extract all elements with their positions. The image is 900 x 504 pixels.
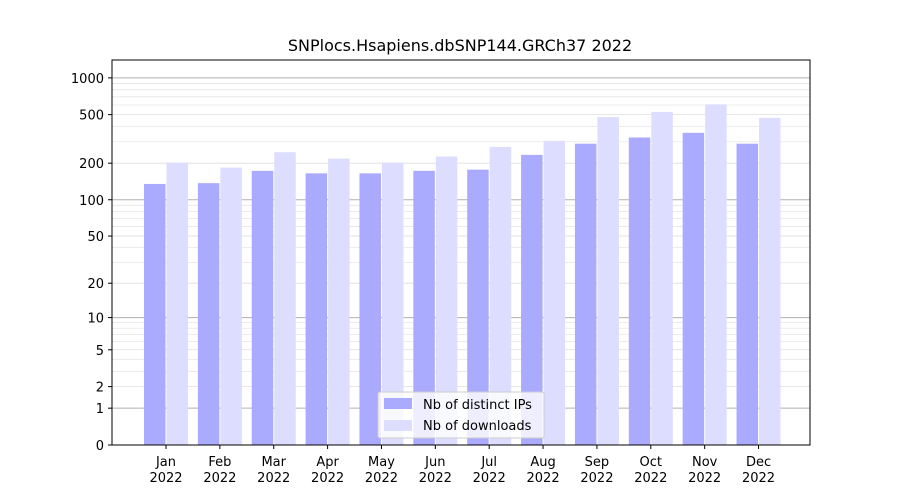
y-tick-label: 200 [79,157,104,172]
x-axis: Jan2022Feb2022Mar2022Apr2022May2022Jun20… [149,445,775,486]
bar-downloads [166,162,188,445]
x-tick-label-month: Mar [261,455,286,470]
x-tick-label-month: Jan [155,455,176,470]
bar-distinct-ips [682,132,705,445]
bar-distinct-ips [413,170,435,445]
bar-distinct-ips [144,183,166,445]
bar-downloads [759,117,781,445]
x-tick-label-month: Oct [640,455,662,470]
bar-downloads [651,111,673,445]
x-tick-label-month: Feb [208,455,231,470]
bar-distinct-ips [251,170,274,445]
bar-downloads [220,167,242,445]
x-tick-label-year: 2022 [473,471,506,486]
x-tick-label-year: 2022 [149,471,182,486]
y-tick-label: 10 [87,312,104,327]
x-tick-label-year: 2022 [527,471,560,486]
bar-downloads [328,158,350,446]
x-tick-label-month: Sep [585,455,610,470]
y-tick-label: 5 [96,344,104,359]
x-tick-label-month: Jul [480,455,497,470]
x-tick-label-year: 2022 [311,471,344,486]
bar-distinct-ips [467,169,489,445]
bar-downloads [274,152,296,445]
x-tick-label-year: 2022 [419,471,452,486]
bar-distinct-ips [197,183,220,445]
y-tick-label: 500 [79,109,104,124]
x-tick-label-month: Apr [316,455,339,470]
bar-distinct-ips [359,173,381,445]
plot-frame [111,59,811,446]
x-tick-label-year: 2022 [742,471,775,486]
x-tick-label-year: 2022 [365,471,398,486]
legend-box [377,391,545,439]
bars [144,104,781,446]
y-axis: 0 1 2 5 10 20 50 100 200 500 1000 [71,72,112,454]
bar-downloads [435,156,458,445]
legend-swatch-distinct-ips [384,398,412,409]
bar-distinct-ips [736,143,759,445]
legend-label-downloads: Nb of downloads [423,419,532,434]
bar-downloads [597,117,619,445]
bar-distinct-ips [574,143,597,445]
x-tick-label-year: 2022 [580,471,613,486]
bar-distinct-ips [305,173,328,445]
x-tick-label-year: 2022 [203,471,236,486]
y-tick-label: 1 [96,402,104,417]
y-tick-label: 20 [87,277,104,292]
y-tick-label: 50 [87,230,104,245]
chart-title: SNPlocs.Hsapiens.dbSNP144.GRCh37 2022 [288,36,632,55]
bar-distinct-ips [521,154,543,445]
legend-label-distinct-ips: Nb of distinct IPs [423,398,532,413]
bar-downloads [381,162,404,445]
x-tick-label-year: 2022 [634,471,667,486]
x-tick-label-year: 2022 [688,471,721,486]
x-tick-label-month: Dec [746,455,771,470]
y-tick-label: 100 [79,194,104,209]
x-tick-label-month: Nov [692,455,718,470]
bar-downloads [489,146,512,445]
x-tick-label-month: Aug [530,455,555,470]
x-tick-label-month: Jun [424,455,445,470]
legend-swatch-downloads [384,420,412,431]
bar-distinct-ips [628,137,651,445]
y-tick-label: 2 [96,381,104,396]
legend: Nb of distinct IPs Nb of downloads [377,391,545,439]
y-tick-label: 0 [96,439,104,454]
y-tick-label: 1000 [71,72,104,87]
bar-downloads [705,104,727,446]
x-tick-label-year: 2022 [257,471,290,486]
bar-downloads [543,140,566,445]
x-tick-label-month: May [368,455,395,470]
